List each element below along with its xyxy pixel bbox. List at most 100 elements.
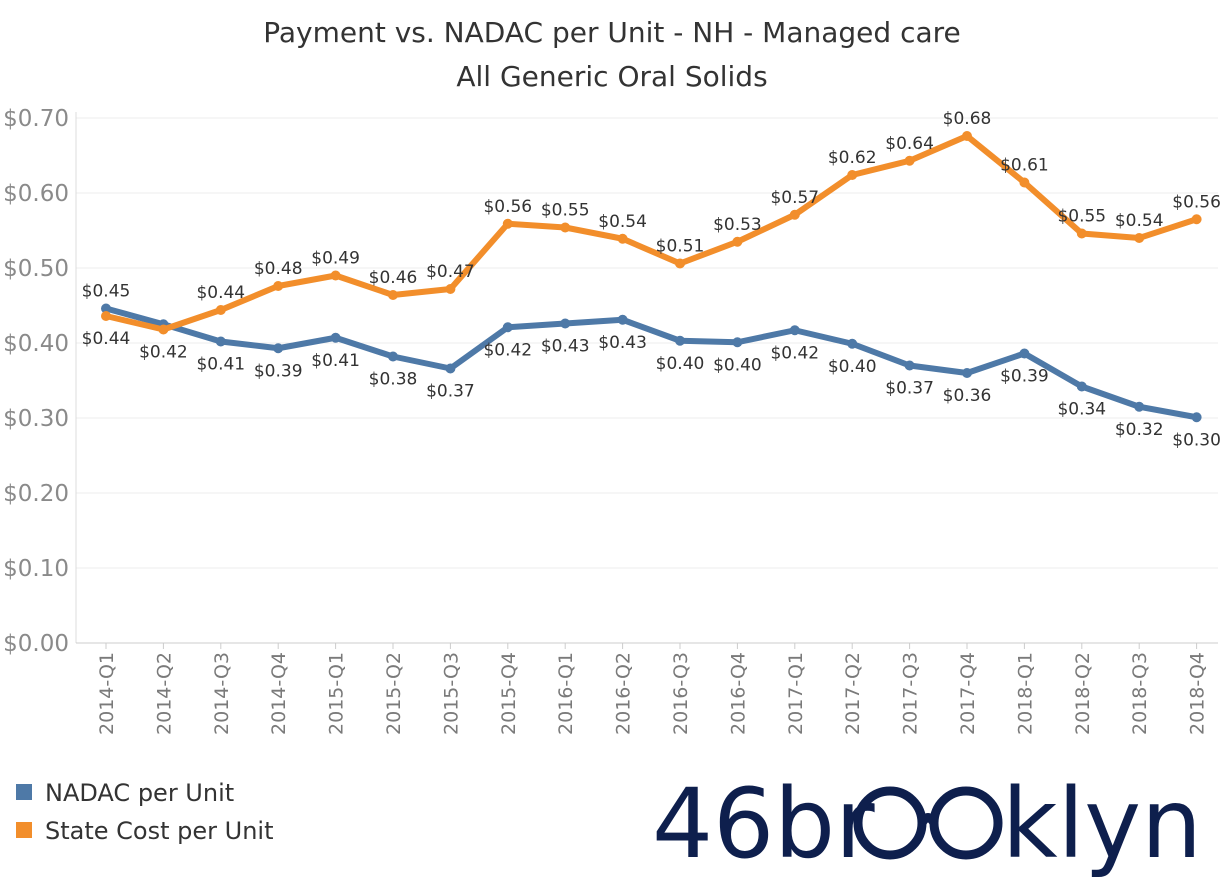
y-tick-label: $0.50	[3, 256, 69, 282]
data-label: $0.41	[311, 351, 360, 371]
gridlines	[76, 117, 1218, 569]
data-labels: $0.45 $0.44 $0.42 $0.41 $0.44 $0.39 $0.48 $0.41…	[82, 109, 1221, 450]
y-tick-label: $0.70	[3, 106, 69, 132]
data-point	[1134, 401, 1145, 412]
x-tick-label: 2018-Q2	[1072, 652, 1094, 735]
series-line-0	[103, 305, 1200, 421]
data-point	[330, 332, 341, 343]
data-label: $0.55	[1057, 207, 1106, 227]
data-point	[388, 351, 398, 362]
x-tick-label: 2018-Q4	[1187, 652, 1209, 735]
data-label: $0.40	[828, 357, 877, 377]
data-point	[101, 311, 111, 321]
data-point	[789, 325, 800, 336]
x-tick-label: 2014-Q4	[268, 652, 290, 735]
data-point	[732, 236, 743, 247]
y-tick-label: $0.40	[3, 331, 69, 357]
data-point	[273, 343, 284, 354]
legend-label-nadac: NADAC per Unit	[45, 779, 234, 807]
data-point	[1134, 233, 1145, 243]
logo-46brooklyn: 46br klyn	[652, 768, 1202, 880]
data-point	[330, 270, 341, 281]
data-label: $0.41	[196, 355, 245, 375]
data-point	[732, 337, 743, 348]
data-point	[1076, 228, 1087, 239]
data-point	[101, 303, 111, 314]
data-label: $0.54	[598, 212, 647, 232]
data-point	[1191, 214, 1202, 225]
data-label: $0.42	[770, 343, 819, 363]
x-tick-label: 2015-Q4	[498, 652, 520, 735]
data-point	[560, 222, 571, 233]
data-label: $0.36	[943, 386, 992, 406]
x-tick-label: 2017-Q2	[842, 652, 864, 735]
axes	[75, 112, 1218, 649]
x-tick-label: 2015-Q2	[383, 652, 405, 735]
data-label: $0.48	[254, 259, 303, 279]
data-point	[1019, 177, 1030, 188]
data-label: $0.42	[139, 343, 188, 363]
data-point	[962, 131, 972, 141]
data-point	[1191, 412, 1202, 423]
data-label: $0.62	[828, 148, 877, 168]
x-tick-label: 2016-Q3	[670, 652, 692, 735]
chart-subtitle: All Generic Oral Solids	[456, 60, 767, 93]
legend-swatch-nadac	[16, 784, 32, 800]
x-tick-label: 2017-Q4	[957, 652, 979, 735]
series-line-1	[103, 133, 1200, 333]
data-label: $0.38	[369, 370, 418, 390]
data-label: $0.45	[82, 282, 131, 302]
data-point	[445, 284, 456, 294]
data-label: $0.64	[885, 134, 934, 154]
data-label: $0.39	[254, 361, 303, 381]
data-label: $0.57	[770, 188, 819, 208]
x-tick-label: 2014-Q2	[153, 652, 175, 735]
data-label: $0.43	[541, 337, 590, 357]
data-label: $0.56	[1172, 192, 1221, 212]
data-label: $0.40	[713, 355, 762, 375]
data-label: $0.55	[541, 201, 590, 221]
data-point	[617, 233, 628, 244]
logo-text-left: 46br	[652, 768, 875, 880]
data-point	[502, 218, 513, 229]
data-label: $0.47	[426, 262, 475, 282]
logo-glasses-icon	[853, 786, 1003, 860]
legend: NADAC per Unit State Cost per Unit	[16, 779, 274, 845]
data-point	[789, 209, 800, 220]
data-point	[904, 360, 915, 371]
data-label: $0.51	[656, 237, 705, 257]
data-point	[847, 170, 858, 180]
data-point	[617, 314, 628, 325]
data-label: $0.46	[369, 268, 418, 288]
data-label: $0.61	[1000, 156, 1049, 176]
data-point	[158, 324, 169, 335]
x-tick-label: 2014-Q1	[96, 652, 118, 735]
data-point	[502, 322, 513, 333]
data-label: $0.44	[82, 329, 131, 349]
x-tick-label: 2015-Q3	[440, 652, 462, 735]
data-point	[273, 281, 284, 291]
data-point	[388, 290, 398, 300]
data-label: $0.40	[656, 354, 705, 374]
data-label: $0.42	[483, 340, 532, 360]
legend-label-state-cost: State Cost per Unit	[45, 817, 274, 845]
data-label: $0.37	[885, 379, 934, 399]
x-tick-label: 2017-Q3	[900, 652, 922, 735]
y-axis-ticks: $0.00 $0.10 $0.20 $0.30 $0.40 $0.50 $0.60 $0.70	[3, 106, 69, 657]
x-tick-label: 2018-Q3	[1129, 652, 1151, 735]
data-label: $0.54	[1115, 211, 1164, 231]
data-point	[215, 305, 226, 315]
y-tick-label: $0.60	[3, 181, 69, 207]
chart-title: Payment vs. NADAC per Unit - NH - Manage…	[263, 16, 961, 49]
y-tick-label: $0.30	[3, 406, 69, 432]
y-tick-label: $0.20	[3, 481, 69, 507]
x-tick-label: 2018-Q1	[1014, 652, 1036, 735]
x-tick-label: 2016-Q2	[613, 652, 635, 735]
x-axis-ticks: 2014-Q1 2014-Q2 2014-Q3 2014-Q4 2015-Q1 2015-…	[96, 652, 1209, 735]
data-label: $0.53	[713, 215, 762, 235]
data-label: $0.43	[598, 333, 647, 353]
data-label: $0.49	[311, 249, 360, 269]
logo-text-right: klyn	[1002, 768, 1202, 880]
data-point	[1019, 348, 1030, 359]
